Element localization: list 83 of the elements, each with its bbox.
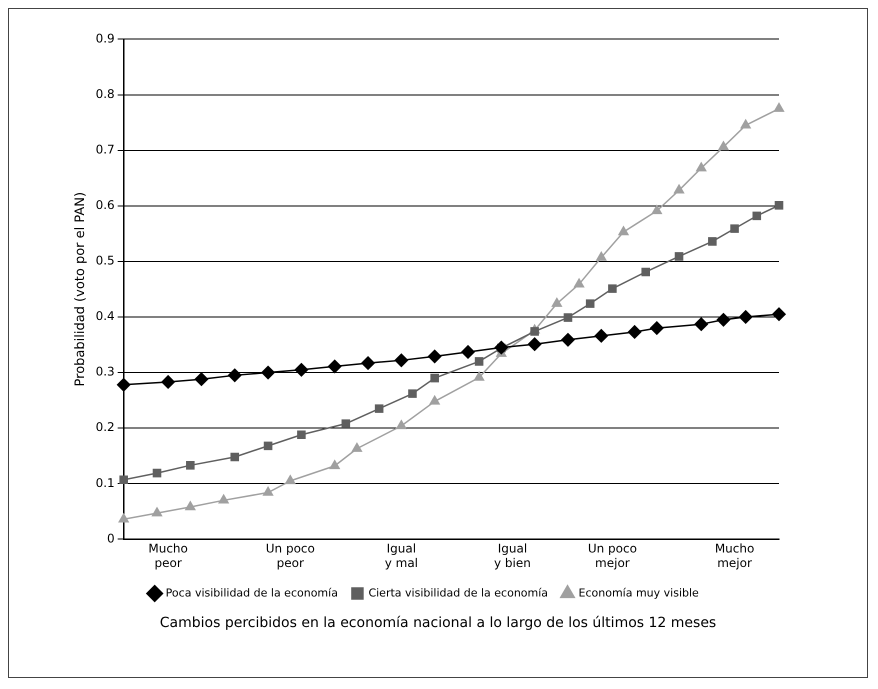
point xyxy=(218,494,229,504)
point xyxy=(474,357,484,366)
point xyxy=(374,404,384,413)
x-tick-label: Mucho mejor xyxy=(714,542,754,570)
y-tick-label: 0.2 xyxy=(96,420,115,434)
point xyxy=(152,507,162,516)
point xyxy=(230,452,240,462)
point xyxy=(752,212,762,220)
x-axis-title: Cambios percibidos en la economía nacional a lo largo de los últimos 12 meses xyxy=(158,615,718,631)
point xyxy=(696,162,706,172)
legend-label: Cierta visibilidad de la economía xyxy=(368,586,548,600)
point xyxy=(152,468,162,478)
point xyxy=(674,184,684,194)
point xyxy=(185,501,196,510)
point xyxy=(261,366,275,380)
point xyxy=(285,475,296,484)
x-tick-label: Un poco peor xyxy=(266,542,315,570)
point xyxy=(708,237,717,246)
point xyxy=(494,340,508,354)
point xyxy=(297,430,306,440)
point xyxy=(594,329,608,343)
point xyxy=(461,345,475,359)
point xyxy=(740,120,751,129)
point xyxy=(430,396,440,405)
point xyxy=(650,321,664,335)
x-tick-label: Igual y bien xyxy=(494,542,531,570)
y-tick-label: 0.8 xyxy=(96,86,115,101)
x-tick-label: Un poco mejor xyxy=(588,542,637,570)
y-tick-label: 0 xyxy=(107,531,115,546)
point xyxy=(772,307,786,321)
point xyxy=(428,350,442,364)
y-tick-label: 0.3 xyxy=(96,364,115,379)
x-tick-label: Mucho peor xyxy=(148,542,188,570)
point xyxy=(528,337,542,351)
y-tick-label: 0.1 xyxy=(96,476,115,490)
point xyxy=(194,372,208,386)
point xyxy=(641,268,650,276)
point xyxy=(186,461,195,470)
y-tick-label: 0.6 xyxy=(96,198,115,212)
point xyxy=(716,313,730,327)
point xyxy=(116,378,130,392)
x-tick-label: Igual y mal xyxy=(384,542,418,570)
y-tick-label: 0.7 xyxy=(96,142,115,156)
point xyxy=(586,299,594,308)
point xyxy=(718,141,729,150)
point xyxy=(361,356,375,370)
point xyxy=(561,333,575,347)
point xyxy=(408,389,417,398)
point xyxy=(430,374,439,382)
legend-label: Economía muy visible xyxy=(578,586,700,600)
point xyxy=(574,278,584,288)
y-tick-label: 0.4 xyxy=(96,309,115,324)
point xyxy=(564,313,572,322)
point xyxy=(228,368,242,382)
point xyxy=(262,486,274,496)
point xyxy=(352,442,362,452)
point xyxy=(774,201,784,210)
point xyxy=(264,442,272,450)
point xyxy=(694,317,708,331)
point xyxy=(652,205,662,214)
point xyxy=(294,363,308,377)
point xyxy=(328,360,342,374)
point xyxy=(118,513,129,522)
point xyxy=(596,252,606,261)
y-tick-label: 0.5 xyxy=(96,254,115,268)
point xyxy=(552,298,562,307)
point xyxy=(161,375,175,389)
legend-label: Poca visibilidad de la economía xyxy=(166,586,338,600)
point xyxy=(674,252,684,261)
point xyxy=(530,327,539,336)
y-tick-label: 0.9 xyxy=(96,31,115,46)
point xyxy=(330,460,340,470)
point xyxy=(774,102,784,112)
point xyxy=(628,325,642,339)
point xyxy=(396,420,406,430)
point xyxy=(730,224,739,233)
point xyxy=(474,372,484,381)
point xyxy=(618,226,629,236)
point xyxy=(608,284,617,293)
point xyxy=(738,310,752,324)
point xyxy=(342,419,350,428)
point xyxy=(394,354,408,368)
y-axis-title: Probabilidad (voto por el PAN) xyxy=(73,192,88,386)
